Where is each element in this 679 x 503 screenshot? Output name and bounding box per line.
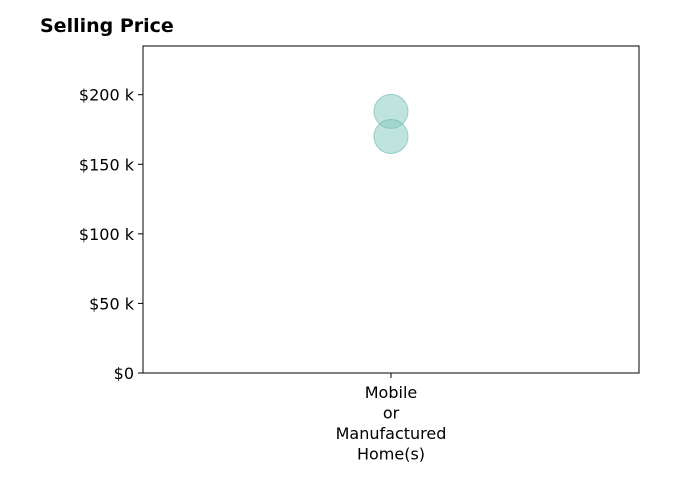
x-tick-label-line: Home(s): [357, 445, 425, 464]
y-axis: $0 $50 k $100 k $150 k $200 k: [79, 86, 143, 383]
y-tick-label: $150 k: [79, 155, 135, 174]
plot-frame: [142, 45, 640, 374]
chart-title: Selling Price: [40, 15, 174, 37]
x-tick-label-line: or: [383, 404, 400, 423]
x-tick-label-line: Manufactured: [336, 424, 447, 443]
y-tick-label: $100 k: [79, 225, 135, 244]
y-tick-label: $0: [114, 364, 134, 383]
y-tick-label: $50 k: [89, 294, 135, 313]
x-axis: Mobile or Manufactured Home(s): [336, 373, 447, 464]
data-point: [373, 118, 409, 154]
y-tick-label: $200 k: [79, 86, 135, 105]
x-tick-label-line: Mobile: [365, 383, 417, 402]
x-tick-label: Mobile or Manufactured Home(s): [336, 383, 447, 464]
data-points: [373, 93, 409, 154]
